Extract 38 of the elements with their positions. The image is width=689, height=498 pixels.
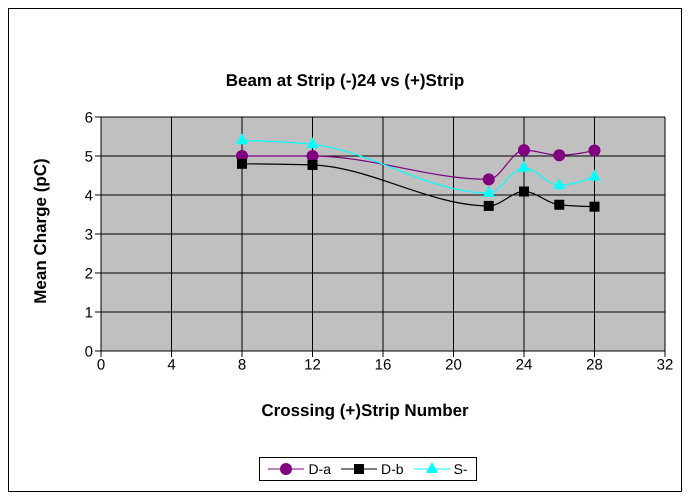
y-tick-label: 0 [84,343,93,360]
point [588,144,600,157]
point [236,133,248,144]
y-tick-label: 6 [84,109,93,126]
chart-title: Beam at Strip (-)24 vs (+)Strip [224,71,466,91]
y-tick-label: 4 [84,187,93,204]
point [518,160,530,172]
y-tick-label: 1 [84,304,93,322]
x-tick-label: 20 [445,356,462,374]
point [482,186,495,198]
x-tick-label: 32 [656,356,674,374]
point [306,137,318,148]
point [308,160,318,170]
point [590,202,600,212]
x-tick-label: 4 [167,356,176,374]
x-tick-label: 12 [304,356,321,374]
point [519,186,529,196]
y-tick-label: 2 [84,265,93,282]
legend-label: S- [454,461,468,477]
y-tick-label: 3 [84,226,93,244]
y-tick-label: 5 [84,148,93,166]
legend-label: D-b [381,461,404,477]
point [553,149,566,162]
x-tick-label: 16 [374,356,392,374]
point [237,158,247,169]
point [484,200,494,211]
x-tick-label: 0 [96,356,106,374]
point [554,200,564,210]
legend-label: D-a [308,461,331,477]
point [553,178,566,190]
point [482,173,495,186]
x-tick-label: 24 [516,356,532,374]
point [518,144,530,156]
x-tick-label: 8 [238,356,246,374]
x-axis-title: Crossing (+)Strip Number [260,401,470,421]
x-tick-label: 28 [586,356,603,374]
point [588,170,600,181]
y-axis-title: Mean Charge (pC) [31,158,51,304]
